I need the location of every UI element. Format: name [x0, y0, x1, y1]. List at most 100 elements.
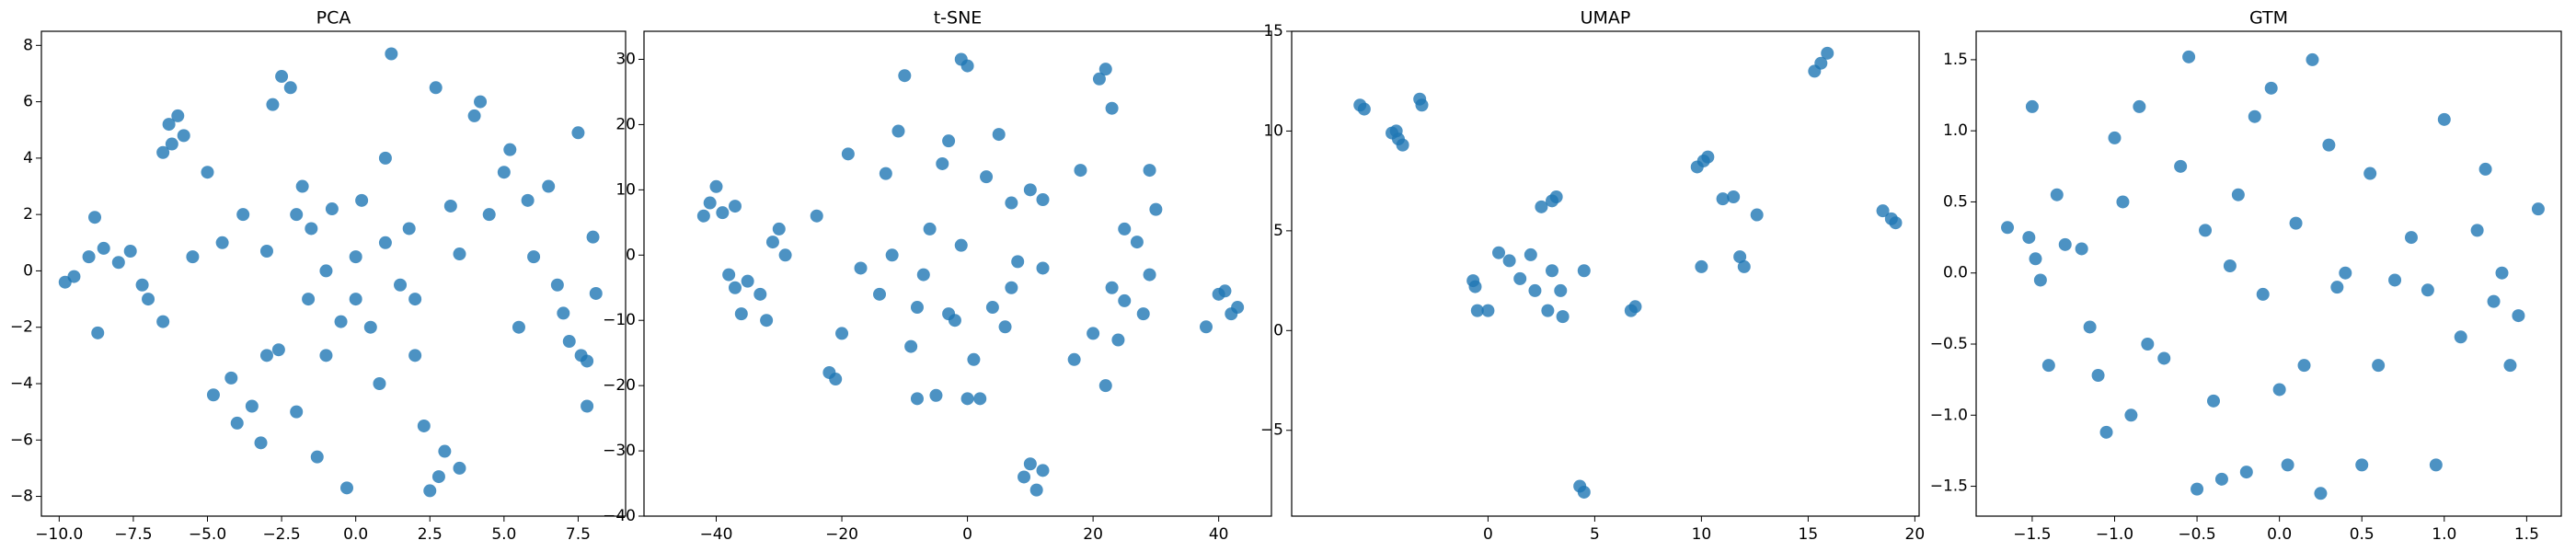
point	[443, 199, 457, 213]
point	[305, 222, 318, 236]
point	[810, 209, 823, 223]
point	[206, 388, 220, 402]
point	[1396, 138, 1409, 152]
point	[1750, 208, 1764, 222]
point	[542, 179, 556, 193]
point	[1130, 236, 1144, 249]
point	[1005, 196, 1018, 210]
point	[904, 339, 918, 353]
point	[1577, 264, 1591, 278]
x-tick-label: −10.0	[35, 525, 83, 544]
point	[385, 47, 398, 61]
point	[891, 124, 905, 138]
chart-title: t-SNE	[934, 8, 983, 29]
point	[2314, 487, 2328, 500]
y-tick-label: −5	[1260, 421, 1283, 440]
point	[2330, 281, 2344, 294]
point	[2512, 309, 2525, 323]
point	[1092, 72, 1106, 86]
point	[259, 244, 273, 258]
point	[696, 209, 710, 223]
point	[142, 293, 155, 306]
point	[2091, 369, 2105, 382]
y-tick-label: −1.0	[1930, 406, 1968, 424]
point	[290, 405, 304, 419]
axes-frame	[643, 30, 1272, 517]
point	[230, 416, 244, 430]
axes-frame	[1291, 30, 1920, 517]
point	[1067, 352, 1081, 366]
point	[2339, 266, 2352, 280]
x-tick-label: 40	[1209, 525, 1229, 544]
point	[589, 286, 603, 300]
point	[2141, 338, 2155, 351]
point	[1695, 259, 1708, 273]
x-tick-label: 0.0	[2267, 525, 2292, 544]
point	[1468, 280, 1482, 293]
x-tick-label: 0	[1483, 525, 1493, 544]
point	[778, 248, 792, 262]
point	[1546, 264, 1559, 278]
point	[378, 236, 392, 249]
point	[992, 128, 1006, 142]
point	[765, 236, 779, 249]
y-tick-label: −8	[10, 488, 33, 506]
point	[408, 349, 422, 362]
point	[2223, 259, 2237, 272]
point	[985, 301, 999, 315]
point	[497, 166, 511, 179]
point	[967, 352, 981, 366]
point	[363, 320, 377, 334]
point	[929, 388, 943, 402]
point	[215, 236, 229, 249]
x-tick-label: −1.5	[2013, 525, 2051, 544]
point	[378, 151, 392, 165]
point	[1470, 304, 1484, 317]
point	[1098, 379, 1112, 393]
point	[581, 399, 594, 413]
point	[521, 193, 535, 207]
point	[474, 95, 488, 109]
point	[760, 314, 774, 328]
x-tick-label: −0.5	[2178, 525, 2215, 544]
x-tick-label: 0	[962, 525, 972, 544]
point	[503, 143, 517, 156]
point	[165, 137, 178, 151]
point	[2454, 330, 2467, 344]
point	[408, 293, 422, 306]
point	[2531, 202, 2545, 216]
point	[2001, 221, 2015, 235]
point	[2029, 252, 2042, 266]
point	[916, 268, 930, 282]
point	[923, 222, 937, 236]
point	[2116, 195, 2130, 209]
point	[1727, 190, 1741, 204]
point	[402, 222, 416, 236]
point	[1357, 102, 1371, 116]
y-tick-label: −20	[603, 376, 636, 395]
point	[438, 444, 452, 458]
point	[2025, 99, 2039, 113]
point	[1492, 246, 1506, 259]
point	[310, 450, 324, 464]
point	[97, 241, 110, 255]
point	[266, 98, 280, 111]
point	[2363, 167, 2377, 180]
y-tick-label: −10	[603, 311, 636, 329]
point	[2108, 131, 2122, 144]
point	[482, 208, 496, 222]
point	[1889, 216, 1903, 230]
point	[835, 327, 849, 340]
y-tick-label: 30	[615, 50, 636, 68]
point	[2470, 224, 2484, 237]
point	[716, 206, 730, 220]
point	[2306, 52, 2319, 66]
y-tick-label: 1.5	[1943, 51, 1968, 69]
y-tick-label: 1.0	[1943, 121, 1968, 140]
point	[1415, 98, 1429, 112]
point	[910, 392, 924, 406]
axes-frame	[40, 30, 627, 517]
chart-title: GTM	[2249, 8, 2288, 29]
point	[295, 179, 309, 193]
